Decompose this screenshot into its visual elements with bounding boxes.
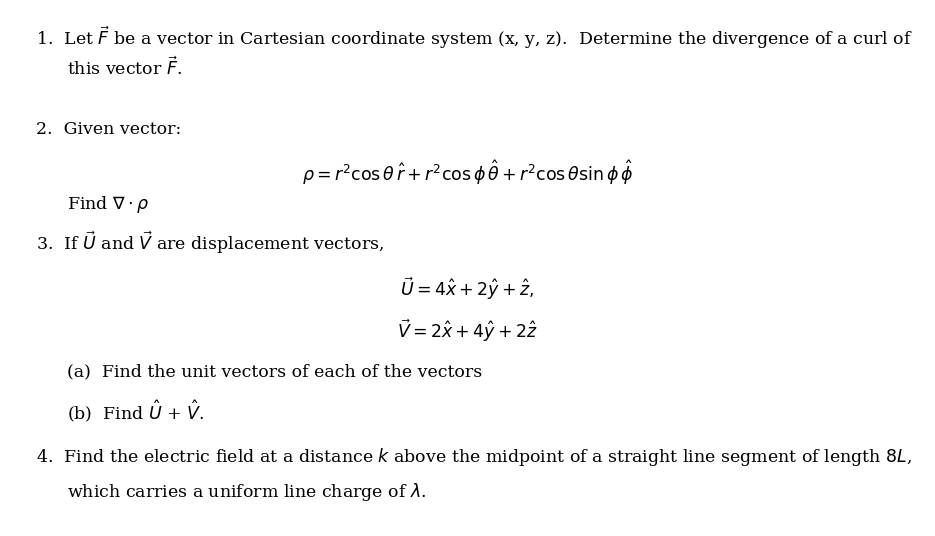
Text: 1.  Let $\vec{F}$ be a vector in Cartesian coordinate system (x, y, z).  Determi: 1. Let $\vec{F}$ be a vector in Cartesia… (36, 24, 913, 51)
Text: which carries a uniform line charge of $\lambda$.: which carries a uniform line charge of $… (67, 481, 426, 503)
Text: (a)  Find the unit vectors of each of the vectors: (a) Find the unit vectors of each of the… (67, 363, 482, 381)
Text: (b)  Find $\hat{U}$ + $\hat{V}$.: (b) Find $\hat{U}$ + $\hat{V}$. (67, 398, 205, 423)
Text: 2.  Given vector:: 2. Given vector: (36, 121, 180, 138)
Text: this vector $\vec{F}$.: this vector $\vec{F}$. (67, 56, 182, 79)
Text: 4.  Find the electric field at a distance $k$ above the midpoint of a straight l: 4. Find the electric field at a distance… (36, 446, 912, 468)
Text: $\rho = r^2 \cos\theta\, \hat{r} + r^2 \cos\phi\, \hat{\theta} + r^2 \cos\theta : $\rho = r^2 \cos\theta\, \hat{r} + r^2 \… (302, 158, 633, 187)
Text: $\vec{V} = 2\hat{x} + 4\hat{y} + 2\hat{z}$: $\vec{V} = 2\hat{x} + 4\hat{y} + 2\hat{z… (397, 318, 538, 345)
Text: 3.  If $\vec{U}$ and $\vec{V}$ are displacement vectors,: 3. If $\vec{U}$ and $\vec{V}$ are displa… (36, 229, 383, 256)
Text: Find $\nabla \cdot \rho$: Find $\nabla \cdot \rho$ (67, 194, 150, 215)
Text: $\vec{U} = 4\hat{x} + 2\hat{y} + \hat{z},$: $\vec{U} = 4\hat{x} + 2\hat{y} + \hat{z}… (400, 275, 535, 302)
